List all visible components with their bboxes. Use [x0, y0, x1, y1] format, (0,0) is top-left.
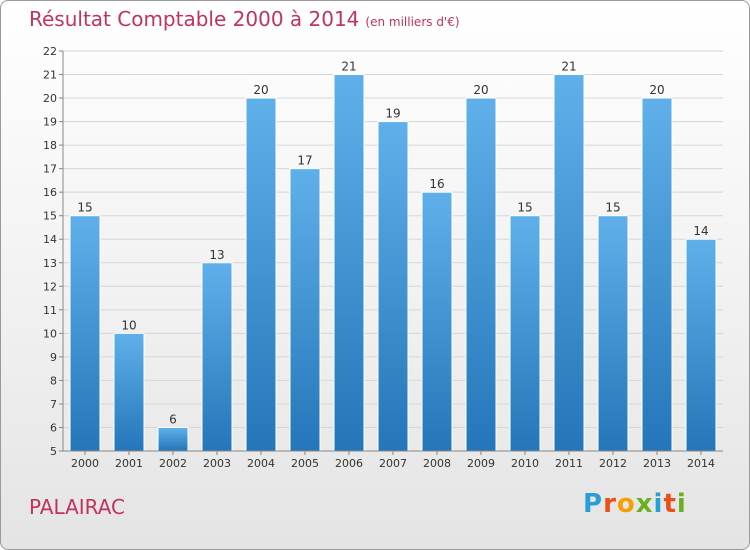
bar-2002 — [157, 426, 189, 452]
y-tick-label: 22 — [43, 45, 57, 58]
data-label-2013: 20 — [649, 83, 664, 97]
chart-title: Résultat Comptable 2000 à 2014 (en millie… — [29, 7, 460, 31]
y-tick-label: 15 — [43, 210, 57, 223]
bar-2003 — [201, 262, 233, 452]
bars — [69, 74, 717, 452]
labels: 15 2000 10 2001 6 2002 13 2003 20 2004 17 2005 21 200… — [71, 60, 715, 470]
x-tick-label-2004: 2004 — [247, 457, 275, 470]
data-label-2011: 21 — [561, 60, 576, 74]
bar-2011 — [553, 74, 585, 452]
y-tick-label: 14 — [43, 233, 57, 246]
bar-2007 — [377, 121, 409, 452]
x-tick-label-2012: 2012 — [599, 457, 627, 470]
data-label-2005: 17 — [297, 154, 312, 168]
chart-title-text: Résultat Comptable 2000 à 2014 — [29, 7, 360, 31]
y-tick-label: 12 — [43, 280, 57, 293]
y-tick-label: 16 — [43, 186, 57, 199]
bar-2012 — [597, 215, 629, 452]
x-tick-label-2005: 2005 — [291, 457, 319, 470]
y-tick-label: 6 — [50, 421, 57, 434]
logo-letter: i — [676, 489, 687, 519]
bar-2001 — [113, 332, 145, 452]
bar-2005 — [289, 168, 321, 452]
y-tick-label: 21 — [43, 69, 57, 82]
x-tick-label-2009: 2009 — [467, 457, 495, 470]
data-label-2010: 15 — [517, 201, 532, 215]
logo-letter: r — [603, 489, 617, 519]
logo-letter: x — [635, 489, 654, 519]
bar-2008 — [421, 191, 453, 452]
y-tick-label: 17 — [43, 163, 57, 176]
bar-2009 — [465, 97, 497, 452]
data-label-2000: 15 — [77, 201, 92, 215]
data-label-2009: 20 — [473, 83, 488, 97]
y-tick-label: 5 — [50, 445, 57, 458]
x-tick-label-2006: 2006 — [335, 457, 363, 470]
x-tick-label-2008: 2008 — [423, 457, 451, 470]
logo-letter: t — [663, 489, 677, 519]
data-label-2008: 16 — [429, 177, 444, 191]
y-tick-label: 7 — [50, 398, 57, 411]
chart-subtitle: (en milliers d'€) — [365, 15, 460, 29]
bar-2000 — [69, 215, 101, 452]
y-tick-label: 9 — [50, 351, 57, 364]
data-label-2006: 21 — [341, 60, 356, 74]
data-label-2001: 10 — [121, 318, 136, 332]
data-label-2007: 19 — [385, 107, 400, 121]
x-tick-label-2014: 2014 — [687, 457, 715, 470]
bar-2013 — [641, 97, 673, 452]
bar-2006 — [333, 74, 365, 452]
commune-name: PALAIRAC — [29, 495, 126, 519]
y-tick-label: 10 — [43, 327, 57, 340]
x-tick-label-2001: 2001 — [115, 457, 143, 470]
x-tick-label-2007: 2007 — [379, 457, 407, 470]
data-label-2002: 6 — [169, 412, 177, 426]
data-label-2012: 15 — [605, 201, 620, 215]
x-tick-label-2013: 2013 — [643, 457, 671, 470]
x-tick-label-2002: 2002 — [159, 457, 187, 470]
x-tick-label-2003: 2003 — [203, 457, 231, 470]
y-tick-label: 8 — [50, 374, 57, 387]
x-tick-label-2011: 2011 — [555, 457, 583, 470]
axes: 5 6 7 8 9 10 11 12 13 14 15 16 17 18 19 20 21 22 — [43, 45, 723, 458]
y-tick-label: 20 — [43, 92, 57, 105]
bar-2014 — [685, 238, 717, 452]
logo-letter: P — [583, 489, 604, 519]
data-label-2004: 20 — [253, 83, 268, 97]
y-tick-label: 11 — [43, 304, 57, 317]
y-tick-label: 19 — [43, 116, 57, 129]
bar-2010 — [509, 215, 541, 452]
x-tick-label-2010: 2010 — [511, 457, 539, 470]
y-tick-label: 18 — [43, 139, 57, 152]
y-tick-label: 13 — [43, 257, 57, 270]
x-tick-label-2000: 2000 — [71, 457, 99, 470]
bar-2004 — [245, 97, 277, 452]
logo-letter: o — [616, 489, 636, 519]
proxiti-logo: Proxiti — [583, 489, 687, 519]
logo-letter: i — [653, 489, 664, 519]
data-label-2014: 14 — [693, 224, 708, 238]
data-label-2003: 13 — [209, 248, 224, 262]
